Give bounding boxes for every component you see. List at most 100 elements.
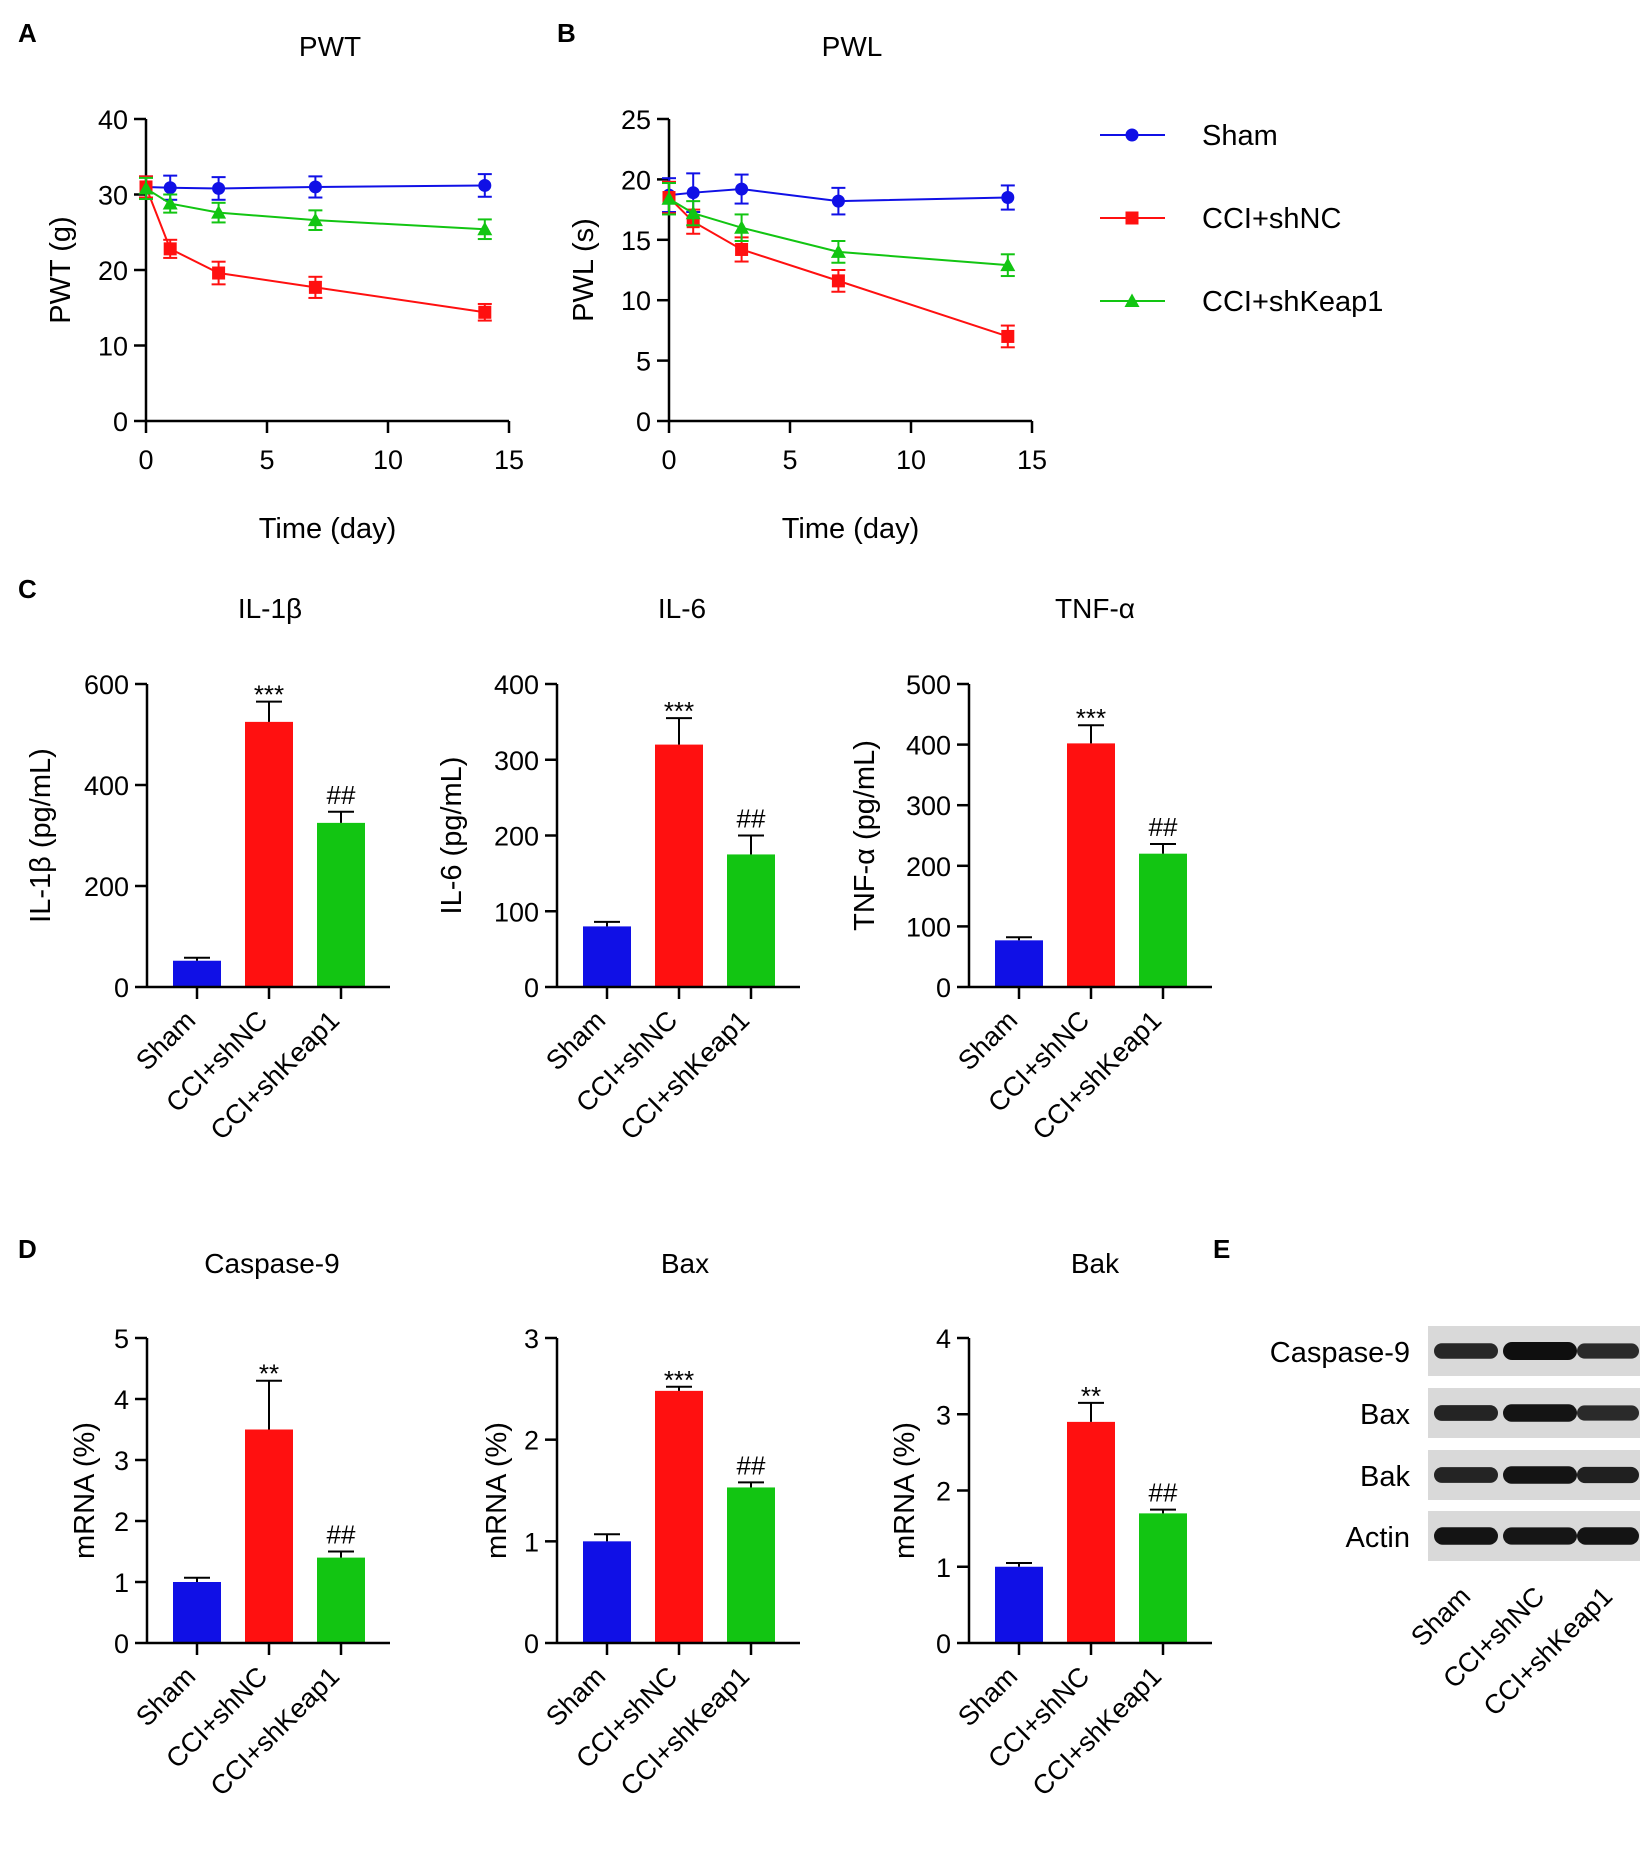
y-axis-label: PWT (g) xyxy=(45,216,77,323)
y-tick-label: 15 xyxy=(621,226,651,256)
y-tick-label: 3 xyxy=(524,1324,539,1354)
bar xyxy=(317,822,365,987)
line-chart-pwt: A PWT 0 10 20 30 40 0 5 10 15 Time (day) PWT (g) xyxy=(18,18,524,545)
bar xyxy=(245,721,293,987)
legend-label: Sham xyxy=(1202,120,1278,152)
chart-title: PWT xyxy=(299,31,361,62)
bar xyxy=(245,1429,293,1643)
panel-label: B xyxy=(557,18,576,48)
y-tick-label: 30 xyxy=(98,181,128,211)
data-point xyxy=(831,274,845,288)
y-tick-label: 1 xyxy=(524,1527,539,1557)
y-tick-label: 0 xyxy=(113,407,128,437)
y-tick-label: 0 xyxy=(936,1629,951,1659)
panel-label: C xyxy=(18,574,37,604)
data-point xyxy=(212,266,226,280)
chart-title: IL-1β xyxy=(238,593,302,624)
bar-chart-3: D Caspase-9Sham**CCI+shNC##CCI+shKeap1012… xyxy=(18,1234,390,1802)
significance-label: ** xyxy=(259,1359,279,1389)
data-point xyxy=(831,194,845,208)
data-point xyxy=(212,181,226,195)
x-category-label: CCI+shKeap1 xyxy=(205,1661,346,1802)
x-tick-label: 10 xyxy=(373,445,403,475)
blot-band xyxy=(1577,1343,1639,1359)
y-tick-label: 2 xyxy=(936,1477,951,1507)
y-tick-label: 0 xyxy=(524,973,539,1003)
x-tick-label: 5 xyxy=(782,445,797,475)
blot-row-label: Actin xyxy=(1346,1522,1410,1554)
bar xyxy=(727,854,775,987)
chart-title: TNF-α xyxy=(1055,593,1135,624)
y-tick-label: 600 xyxy=(84,670,129,700)
chart-title: Bax xyxy=(661,1248,709,1279)
data-point xyxy=(830,244,846,258)
data-point xyxy=(163,181,177,195)
data-point xyxy=(734,220,750,234)
y-tick-label: 10 xyxy=(621,286,651,316)
y-tick-label: 1 xyxy=(936,1553,951,1583)
bar xyxy=(995,940,1043,987)
blot-band xyxy=(1577,1466,1639,1484)
bar xyxy=(173,960,221,987)
x-category-label: CCI+shKeap1 xyxy=(205,1005,346,1146)
y-tick-label: 200 xyxy=(84,872,129,902)
y-tick-label: 0 xyxy=(524,1629,539,1659)
blot-band xyxy=(1434,1467,1498,1483)
y-tick-label: 2 xyxy=(524,1426,539,1456)
data-point xyxy=(735,242,749,256)
y-tick-label: 40 xyxy=(98,105,128,135)
panel-label: D xyxy=(18,1234,37,1264)
significance-label: *** xyxy=(664,1365,694,1395)
blot-band xyxy=(1577,1527,1639,1545)
y-tick-label: 3 xyxy=(936,1400,951,1430)
bar xyxy=(995,1566,1043,1643)
line-chart-pwl: B PWL 0 5 10 15 20 25 0 5 10 15 Time (day) PWL (s) xyxy=(557,18,1047,545)
panel-label: A xyxy=(18,18,37,48)
x-tick-label: 0 xyxy=(661,445,676,475)
y-tick-label: 5 xyxy=(114,1324,129,1354)
data-point xyxy=(163,242,177,256)
chart-title: Caspase-9 xyxy=(204,1248,339,1279)
blot-row-label: Bax xyxy=(1360,1399,1410,1431)
data-point xyxy=(735,182,749,196)
y-tick-label: 300 xyxy=(494,746,539,776)
y-tick-label: 25 xyxy=(621,105,651,135)
bar-chart-1: IL-6Sham***CCI+shNC##CCI+shKeap101002003… xyxy=(436,593,800,1146)
x-category-label: CCI+shKeap1 xyxy=(615,1005,756,1146)
x-category-label: CCI+shKeap1 xyxy=(615,1661,756,1802)
data-point xyxy=(477,221,493,236)
x-tick-label: 5 xyxy=(259,445,274,475)
blot-row-label: Bak xyxy=(1360,1461,1410,1493)
data-point xyxy=(661,191,677,205)
y-tick-label: 4 xyxy=(936,1324,951,1354)
y-axis-label: mRNA (%) xyxy=(889,1422,921,1559)
significance-label: ** xyxy=(1081,1381,1101,1411)
x-tick-label: 15 xyxy=(1017,445,1047,475)
data-point xyxy=(162,196,178,210)
y-axis-label: mRNA (%) xyxy=(481,1422,513,1559)
x-category-label: CCI+shKeap1 xyxy=(1027,1661,1168,1802)
x-axis-label: Time (day) xyxy=(782,513,920,545)
bar xyxy=(1139,1513,1187,1643)
x-category-label: CCI+shKeap1 xyxy=(1027,1005,1168,1146)
y-tick-label: 3 xyxy=(114,1446,129,1476)
legend: Sham CCI+shNC CCI+shKeap1 xyxy=(1100,120,1383,318)
chart-title: IL-6 xyxy=(658,593,706,624)
y-tick-label: 300 xyxy=(906,791,951,821)
blot-band xyxy=(1503,1527,1577,1545)
blot-band xyxy=(1503,1342,1577,1360)
data-point xyxy=(1001,329,1015,343)
data-point xyxy=(138,180,154,195)
y-tick-label: 100 xyxy=(906,912,951,942)
y-tick-label: 4 xyxy=(114,1385,129,1415)
x-tick-label: 15 xyxy=(494,445,524,475)
y-tick-label: 0 xyxy=(936,973,951,1003)
y-axis-label: IL-6 (pg/mL) xyxy=(436,757,468,915)
data-point xyxy=(211,205,227,219)
bar-chart-4: BaxSham***CCI+shNC##CCI+shKeap10123mRNA … xyxy=(481,1248,800,1802)
y-tick-label: 200 xyxy=(494,822,539,852)
chart-title: Bak xyxy=(1071,1248,1120,1279)
bar xyxy=(727,1487,775,1643)
y-tick-label: 0 xyxy=(636,407,651,437)
y-tick-label: 10 xyxy=(98,332,128,362)
